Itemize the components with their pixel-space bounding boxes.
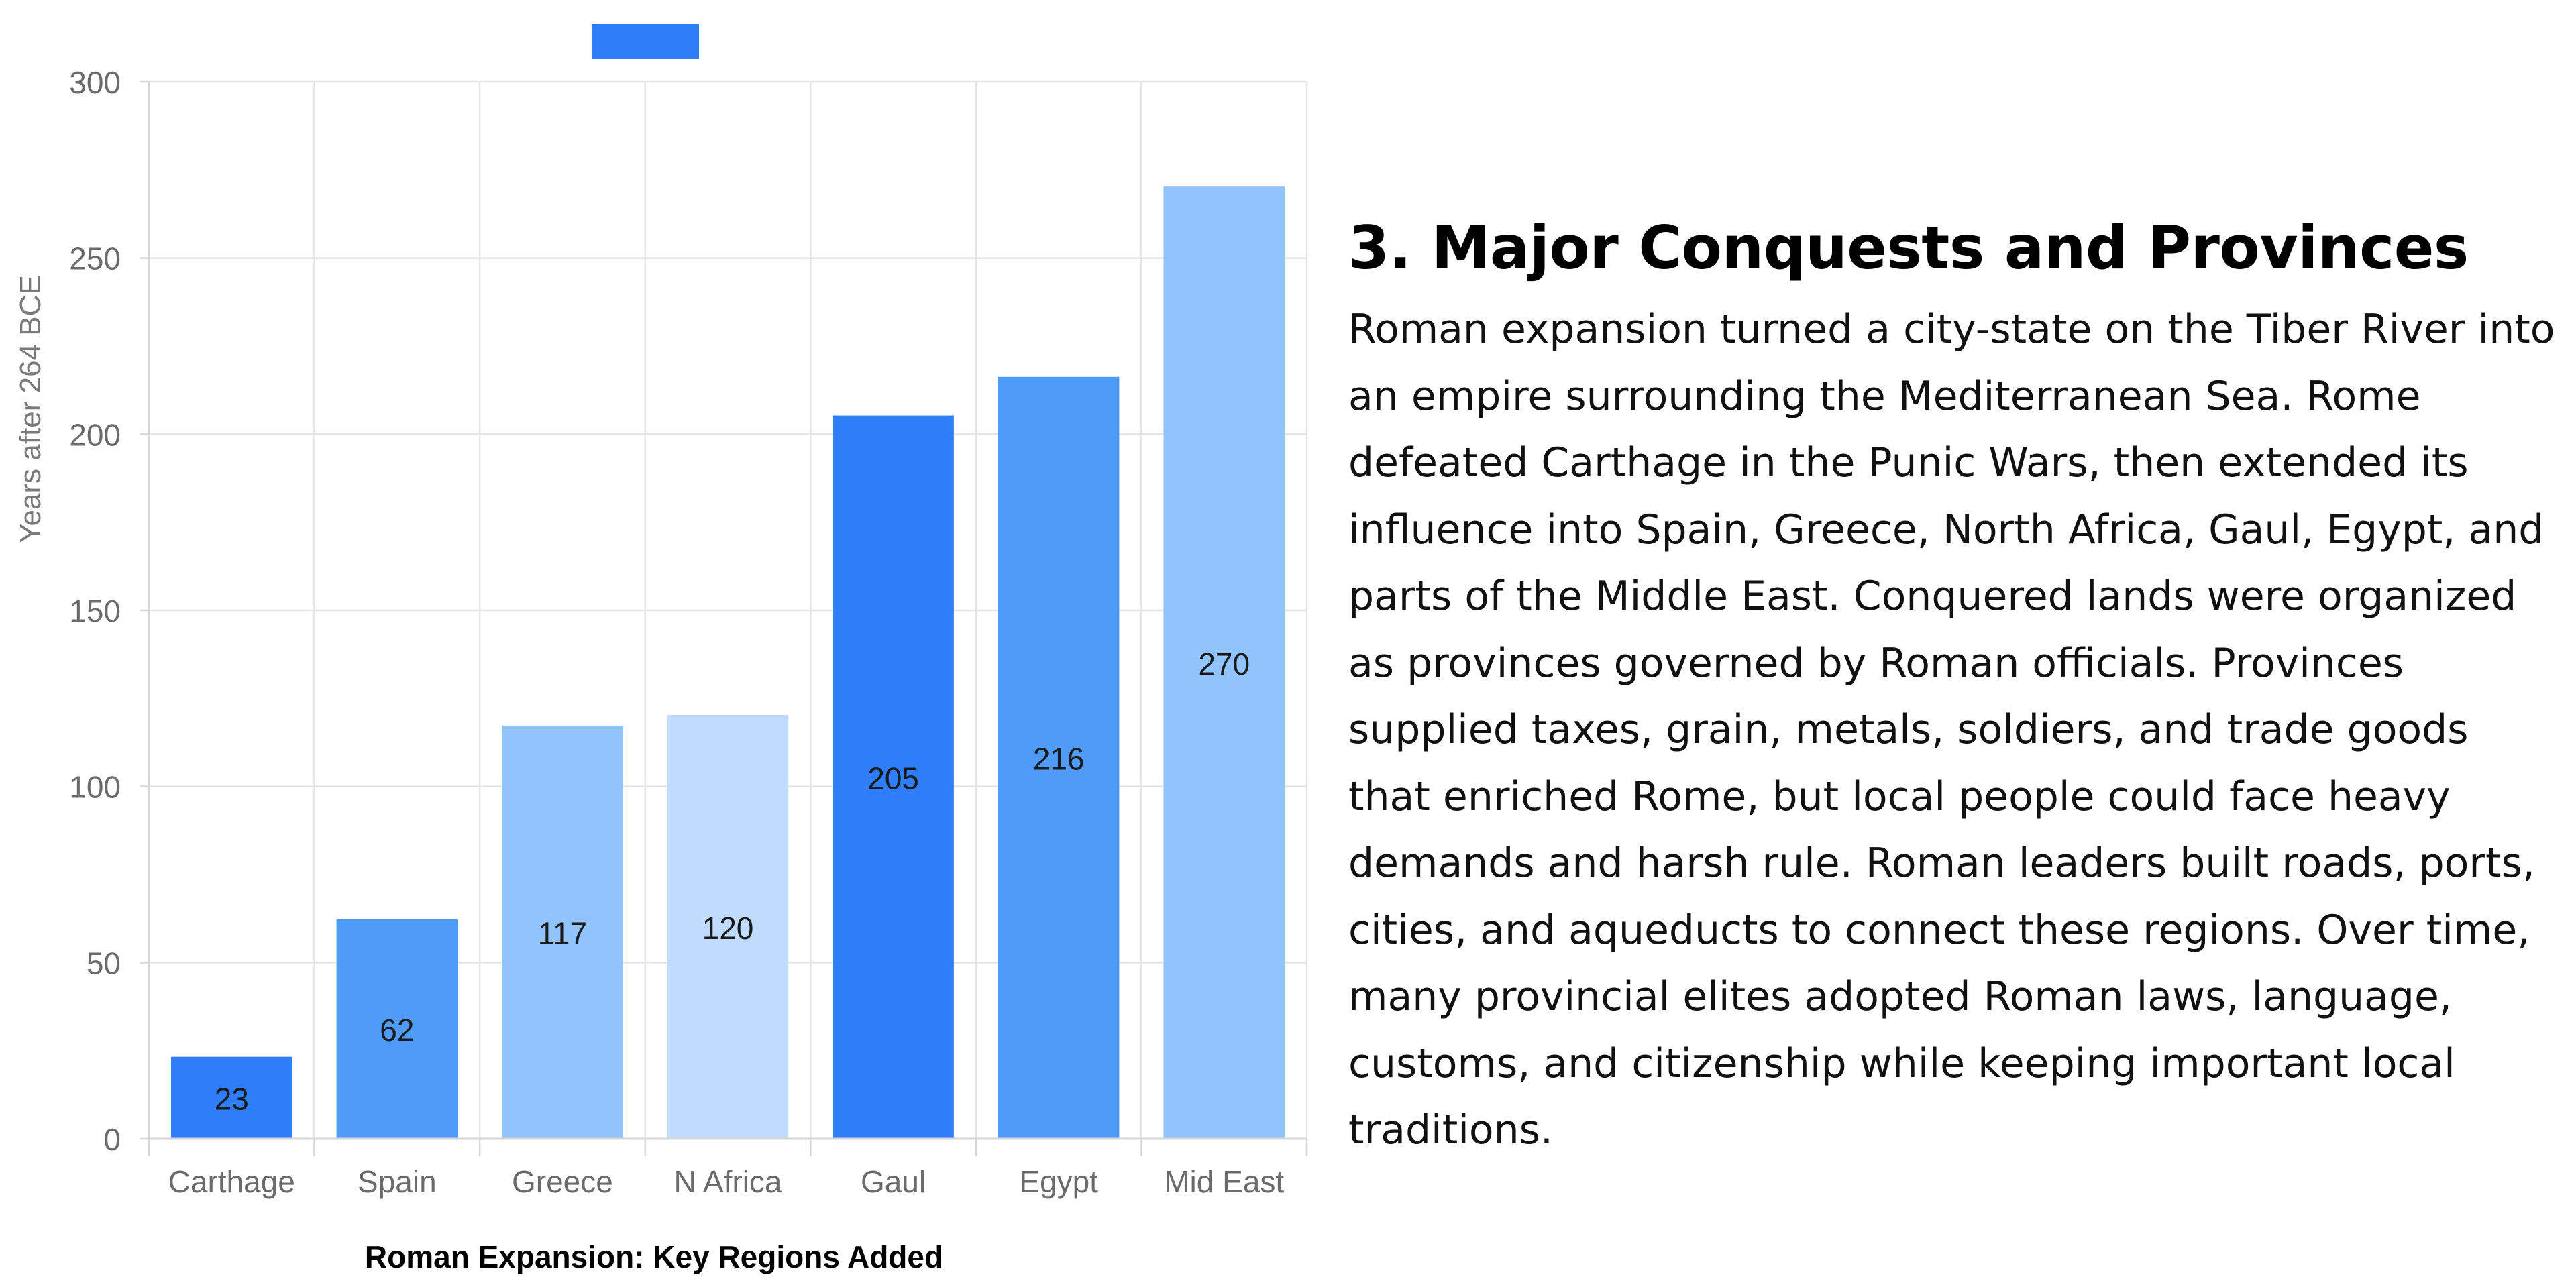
y-tick-label: 0	[103, 1122, 121, 1157]
x-tick-label: Spain	[358, 1164, 437, 1199]
y-axis-title: Years after 264 BCE	[14, 275, 47, 543]
y-tick-label: 50	[87, 946, 121, 981]
bar-value-label: 23	[215, 1082, 249, 1117]
bar-chart: 0 50 100 150 200 250 300 23 Carthage 62 Spain 117 Gr…	[14, 24, 1308, 1274]
chart-title: Roman Expansion: Key Regions Added	[365, 1239, 943, 1274]
bar	[998, 376, 1120, 1140]
bar-value-label: 205	[867, 761, 919, 796]
x-tick-label: Greece	[512, 1164, 613, 1199]
y-tick-label: 250	[69, 241, 121, 276]
bar-value-label: 120	[702, 911, 754, 946]
x-tick-label: Gaul	[861, 1164, 926, 1199]
x-tick-label: Egypt	[1019, 1164, 1098, 1199]
x-tick-label: Mid East	[1164, 1164, 1284, 1199]
x-tick-label: N Africa	[674, 1164, 782, 1199]
bar-value-label: 216	[1033, 742, 1085, 777]
bar-value-label: 62	[380, 1013, 414, 1048]
y-tick-label: 200	[69, 417, 121, 452]
chart-bars	[171, 186, 1285, 1140]
section-heading: 3. Major Conquests and Provinces	[1348, 213, 2469, 282]
y-tick-label: 300	[69, 65, 121, 100]
y-tick-label: 100	[69, 770, 121, 805]
chart-grid	[148, 80, 1308, 1140]
y-tick-label: 150	[69, 594, 121, 628]
bar-value-label: 270	[1198, 647, 1250, 681]
chart-labels: 0 50 100 150 200 250 300 23 Carthage 62 Spain 117 Gr…	[69, 65, 1284, 1199]
article-panel: 3. Major Conquests and Provinces Roman e…	[1348, 208, 2556, 1164]
bar	[336, 919, 458, 1140]
x-tick-label: Carthage	[168, 1164, 295, 1199]
legend-swatch[interactable]	[592, 24, 699, 59]
bar-value-label: 117	[538, 916, 587, 951]
chart-axes	[140, 80, 1308, 1156]
bar	[171, 1056, 292, 1140]
bar	[1163, 186, 1285, 1140]
section-body: Roman expansion turned a city-state on t…	[1348, 306, 2555, 1154]
bar	[502, 725, 623, 1140]
bar	[667, 715, 789, 1140]
